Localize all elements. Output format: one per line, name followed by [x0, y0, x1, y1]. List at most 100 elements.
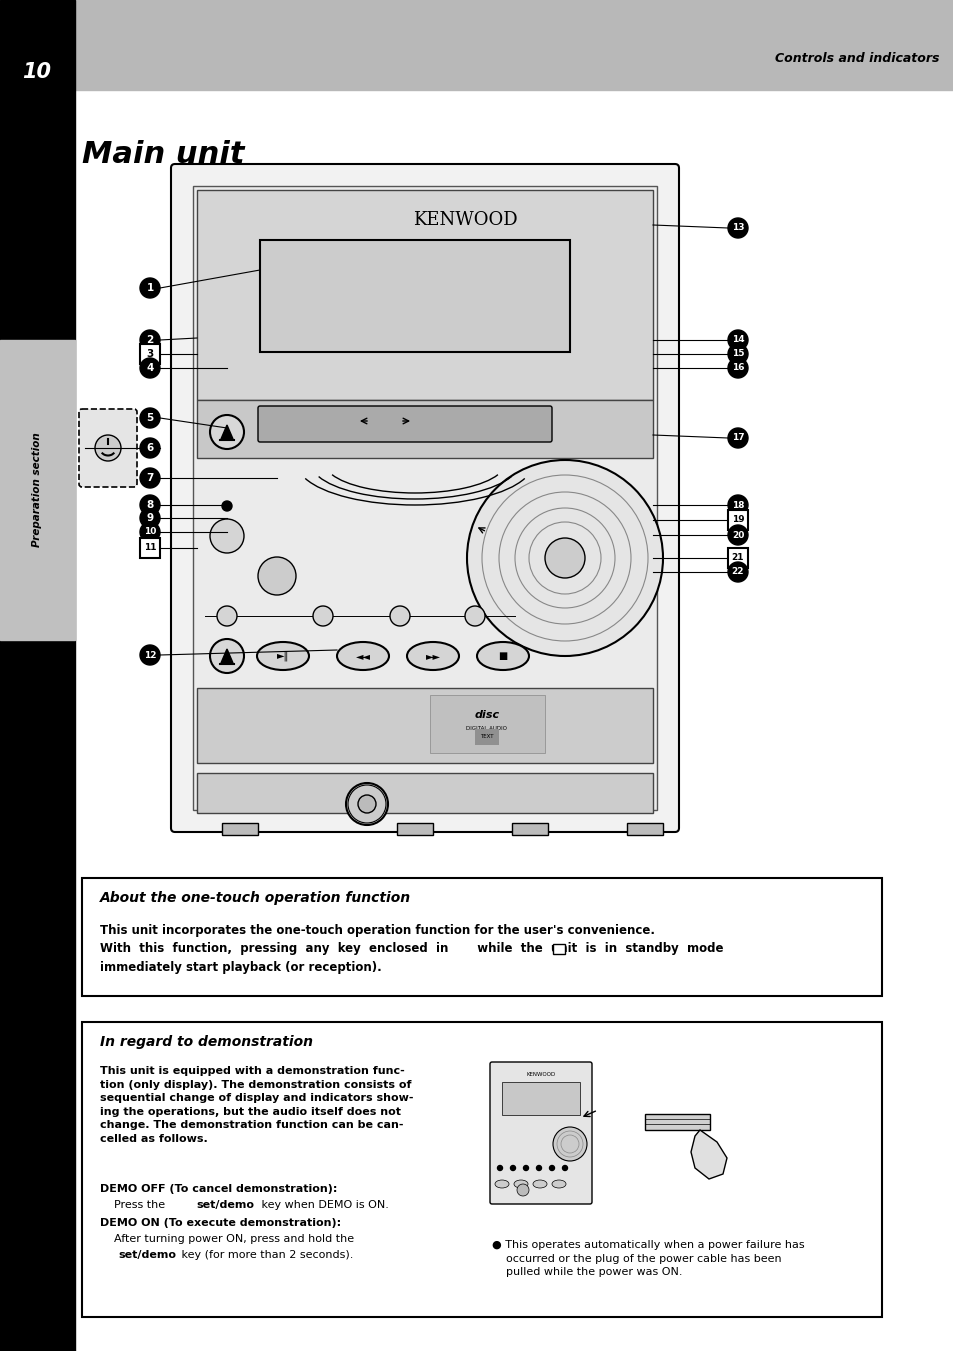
Text: With  this  function,  pressing  any  key  enclosed  in       while  the  unit  : With this function, pressing any key enc… [100, 942, 722, 955]
Text: KENWOOD: KENWOOD [526, 1073, 555, 1078]
Text: This unit is equipped with a demonstration func-
tion (only display). The demons: This unit is equipped with a demonstrati… [100, 1066, 413, 1144]
Bar [0, 0, 75, 1351]
Circle shape [222, 501, 232, 511]
Circle shape [140, 508, 160, 528]
Ellipse shape [552, 1179, 565, 1188]
Bar [196, 400, 652, 458]
Circle shape [210, 639, 244, 673]
Text: key (for more than 2 seconds).: key (for more than 2 seconds). [178, 1250, 353, 1260]
Ellipse shape [495, 1179, 509, 1188]
Circle shape [536, 1166, 541, 1170]
Text: ● This operates automatically when a power failure has
    occurred or the plug : ● This operates automatically when a pow… [492, 1240, 803, 1277]
FancyBboxPatch shape [257, 407, 552, 442]
Circle shape [210, 519, 244, 553]
Circle shape [549, 1166, 554, 1170]
Circle shape [346, 784, 388, 825]
Bar [222, 823, 257, 835]
Text: 15: 15 [731, 350, 743, 358]
Circle shape [140, 358, 160, 378]
Text: key when DEMO is ON.: key when DEMO is ON. [257, 1200, 389, 1210]
Text: 12: 12 [144, 650, 156, 659]
Circle shape [727, 526, 747, 544]
Circle shape [464, 607, 484, 626]
Polygon shape [690, 1129, 726, 1179]
Ellipse shape [336, 642, 389, 670]
Polygon shape [221, 648, 233, 663]
Bar [196, 688, 652, 763]
Ellipse shape [407, 642, 458, 670]
Circle shape [727, 562, 747, 582]
Ellipse shape [476, 642, 529, 670]
Circle shape [357, 794, 375, 813]
Bar [260, 240, 569, 353]
Text: DIGITAL AUDIO: DIGITAL AUDIO [466, 725, 507, 731]
Text: 5: 5 [146, 413, 153, 423]
Circle shape [544, 538, 584, 578]
Bar [501, 1082, 579, 1115]
Bar [626, 823, 662, 835]
Text: 19: 19 [731, 516, 743, 524]
Text: Press the: Press the [100, 1200, 169, 1210]
Circle shape [727, 494, 747, 515]
Circle shape [95, 435, 121, 461]
Circle shape [727, 330, 747, 350]
Bar [196, 773, 652, 813]
Text: 8: 8 [146, 500, 153, 509]
Text: 10: 10 [144, 527, 156, 536]
Text: 16: 16 [731, 363, 743, 373]
Text: 17: 17 [731, 434, 743, 443]
Circle shape [140, 494, 160, 515]
FancyBboxPatch shape [171, 163, 679, 832]
Bar [82, 1021, 882, 1317]
Bar [644, 1115, 709, 1129]
Circle shape [140, 644, 160, 665]
Circle shape [562, 1166, 567, 1170]
Text: DEMO OFF (To cancel demonstration):: DEMO OFF (To cancel demonstration): [100, 1183, 337, 1194]
Text: Controls and indicators: Controls and indicators [775, 51, 939, 65]
Text: In regard to demonstration: In regard to demonstration [100, 1035, 313, 1048]
Circle shape [517, 1183, 529, 1196]
Ellipse shape [256, 642, 309, 670]
Text: 11: 11 [144, 543, 156, 553]
Text: 7: 7 [146, 473, 153, 484]
Bar [430, 694, 544, 753]
Ellipse shape [514, 1179, 527, 1188]
Text: 22: 22 [731, 567, 743, 577]
Circle shape [510, 1166, 515, 1170]
Text: set/demo: set/demo [118, 1250, 175, 1260]
Bar [82, 878, 882, 996]
Text: 3: 3 [146, 349, 153, 359]
Bar [193, 186, 657, 811]
Circle shape [497, 1166, 502, 1170]
Text: DEMO ON (To execute demonstration):: DEMO ON (To execute demonstration): [100, 1219, 341, 1228]
Circle shape [140, 330, 160, 350]
Text: ■: ■ [497, 651, 507, 661]
Circle shape [140, 438, 160, 458]
Text: After turning power ON, press and hold the: After turning power ON, press and hold t… [100, 1233, 354, 1244]
Text: KENWOOD: KENWOOD [413, 211, 517, 230]
Text: 1: 1 [146, 282, 153, 293]
Text: Preparation section: Preparation section [32, 432, 42, 547]
Polygon shape [221, 426, 233, 439]
Bar [140, 538, 160, 558]
Text: ►‖: ►‖ [276, 651, 289, 661]
Bar [196, 190, 652, 400]
Circle shape [257, 557, 295, 594]
Text: immediately start playback (or reception).: immediately start playback (or reception… [100, 961, 381, 974]
Bar [396, 823, 433, 835]
Bar [553, 944, 564, 954]
Bar [0, 340, 75, 640]
Circle shape [390, 607, 410, 626]
Text: 14: 14 [731, 335, 743, 345]
Bar [0, 0, 953, 91]
Circle shape [467, 459, 662, 657]
Text: 13: 13 [731, 223, 743, 232]
Ellipse shape [533, 1179, 546, 1188]
Circle shape [313, 607, 333, 626]
Bar [140, 345, 160, 363]
Text: 10: 10 [23, 62, 51, 82]
Circle shape [140, 408, 160, 428]
Circle shape [727, 345, 747, 363]
Text: This unit incorporates the one-touch operation function for the user's convenien: This unit incorporates the one-touch ope… [100, 924, 655, 938]
Text: TEXT: TEXT [479, 735, 494, 739]
